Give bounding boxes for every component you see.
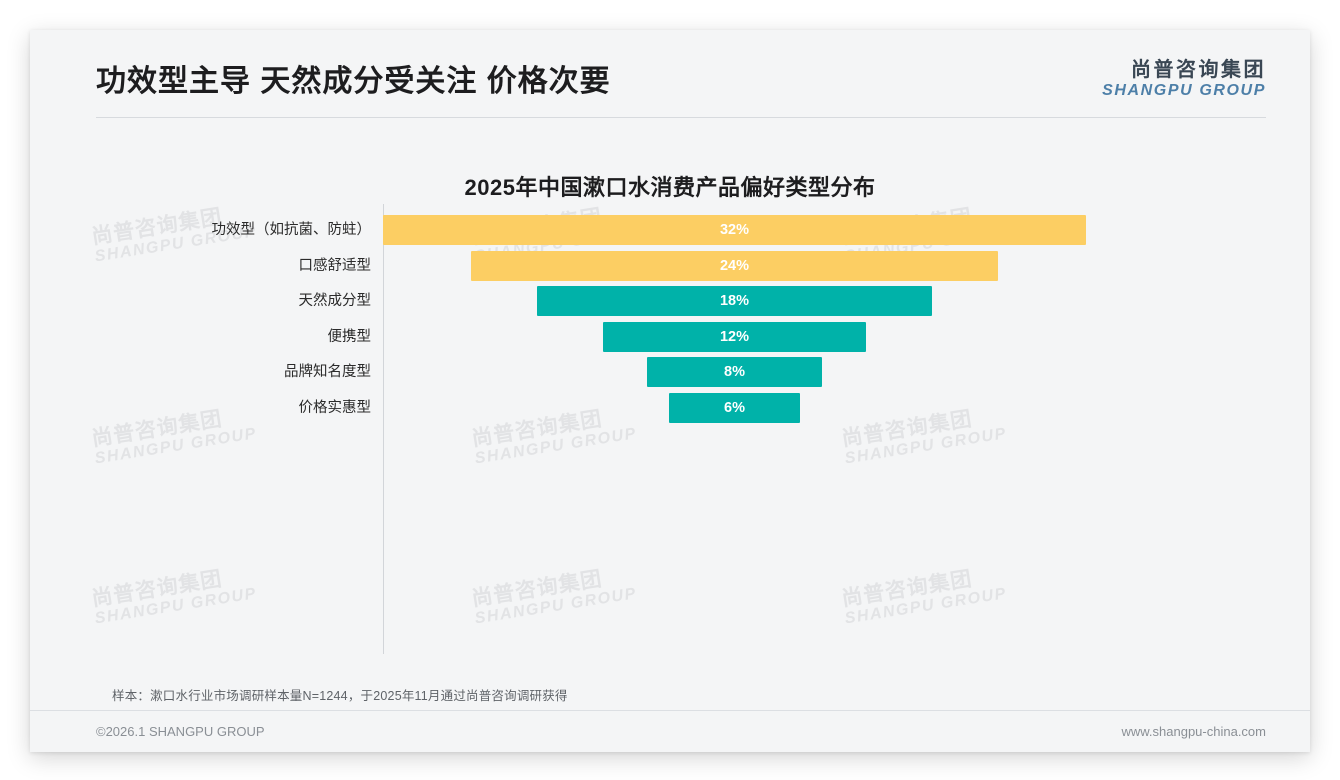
funnel-row: 口感舒适型 24% [126,248,1226,284]
funnel-row: 品牌知名度型 8% [126,354,1226,390]
page-title: 功效型主导 天然成分受关注 价格次要 [96,65,611,98]
funnel-row: 便携型 12% [126,319,1226,355]
funnel-row: 天然成分型 18% [126,283,1226,319]
funnel-bar[interactable] [470,250,999,281]
website-link[interactable]: www.shangpu-china.com [1121,724,1266,739]
funnel-bar[interactable] [668,392,801,423]
slide-card: 功效型主导 天然成分受关注 价格次要 尚普咨询集团 SHANGPU GROUP … [30,30,1310,752]
funnel-bar[interactable] [383,215,1086,245]
footer-divider [30,710,1310,711]
category-label: 价格实惠型 [298,399,372,416]
slide-header: 功效型主导 天然成分受关注 价格次要 尚普咨询集团 SHANGPU GROUP [30,30,1310,118]
category-label: 口感舒适型 [298,257,372,274]
funnel-plot: 功效型（如抗菌、防蛀） 32% 口感舒适型 24% 天然成分型 18% 便携型 12% 品牌知名… [126,204,1226,674]
category-label: 便携型 [327,328,372,345]
copyright-text: ©2026.1 SHANGPU GROUP [96,724,265,739]
logo-text-cn: 尚普咨询集团 [1131,59,1266,81]
chart-footnote: 样本：漱口水行业市场调研样本量N=1244，于2025年11月通过尚普咨询调研获… [112,689,568,703]
logo-text-en: SHANGPU GROUP [1102,82,1266,99]
funnel-bar[interactable] [646,357,823,387]
category-label: 功效型（如抗菌、防蛀） [211,222,372,238]
brand-logo: 尚普咨询集团 SHANGPU GROUP [1102,60,1266,99]
header-divider [96,117,1266,118]
funnel-bar[interactable] [536,286,933,316]
category-label: 品牌知名度型 [284,364,371,380]
category-axis-line [383,204,384,654]
funnel-row: 功效型（如抗菌、防蛀） 32% [126,212,1226,248]
chart-container: 2025年中国漱口水消费产品偏好类型分布 尚普咨询集团 SHANGPU GROU… [30,118,1310,678]
slide-footer: ©2026.1 SHANGPU GROUP www.shangpu-china.… [30,711,1310,752]
funnel-bar[interactable] [602,321,867,352]
chart-title: 2025年中国漱口水消费产品偏好类型分布 [464,175,876,200]
category-label: 天然成分型 [298,293,372,309]
funnel-row: 价格实惠型 6% [126,390,1226,426]
